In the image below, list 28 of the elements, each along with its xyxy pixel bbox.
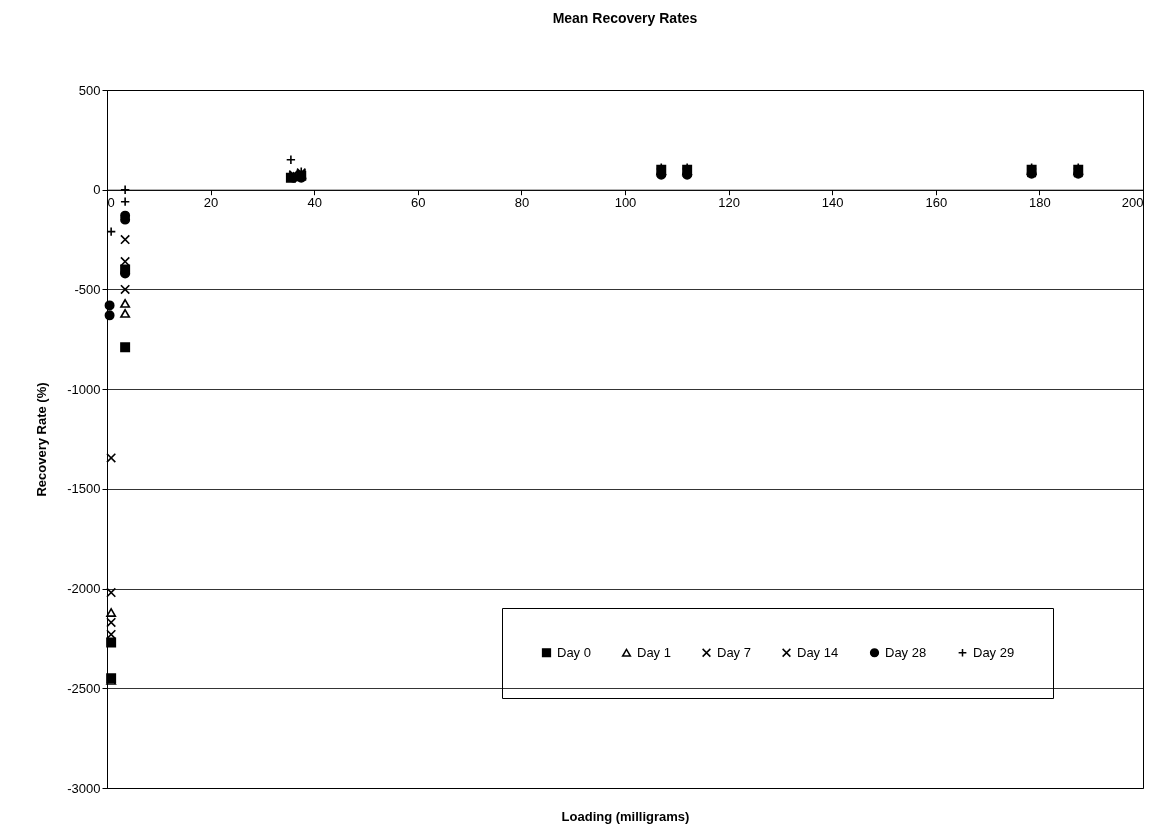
- x-tick-label: 140: [821, 195, 844, 211]
- x-tick-label: 160: [925, 195, 948, 211]
- legend-label: Day 0: [557, 644, 591, 660]
- y-tick-label: 500: [78, 82, 101, 98]
- y-tick-label: -3000: [67, 780, 101, 796]
- x-tick-label: 20: [203, 195, 219, 211]
- legend-label: Day 1: [637, 644, 671, 660]
- chart-title: Mean Recovery Rates: [552, 10, 698, 26]
- y-tick-label: -1500: [67, 481, 101, 497]
- x-tick-label: 60: [411, 195, 426, 211]
- y-tick-label: 0: [93, 182, 101, 198]
- y-tick-label: -500: [74, 281, 101, 297]
- x-tick-label: 80: [514, 195, 530, 211]
- legend-label: Day 28: [885, 644, 927, 660]
- x-axis-title: Loading (milligrams): [561, 808, 690, 824]
- x-tick-label: 120: [718, 195, 740, 211]
- y-axis-title: Recovery Rate (%): [34, 382, 50, 497]
- y-tick-label: -2000: [67, 581, 101, 597]
- x-tick-label: 0: [107, 195, 115, 211]
- x-tick-label: 40: [307, 195, 322, 211]
- x-tick-label: 180: [1029, 195, 1051, 211]
- legend-label: Day 29: [973, 644, 1015, 660]
- y-tick-label: -1000: [67, 381, 101, 397]
- legend-label: Day 7: [717, 644, 751, 660]
- y-tick-label: -2500: [67, 680, 101, 696]
- x-tick-label: 200: [1121, 195, 1144, 211]
- x-tick-label: 100: [614, 195, 637, 211]
- legend-label: Day 14: [797, 644, 839, 660]
